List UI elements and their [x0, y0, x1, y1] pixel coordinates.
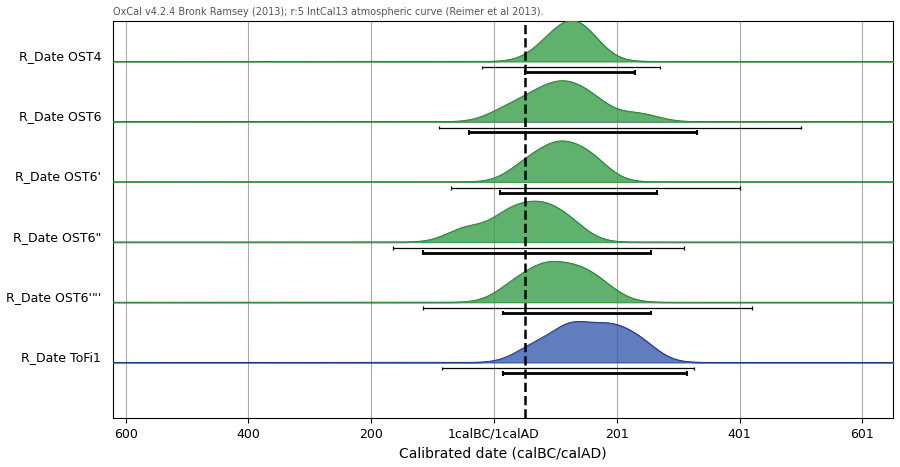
Text: R_Date OST4: R_Date OST4: [19, 50, 101, 63]
Text: OxCal v4.2.4 Bronk Ramsey (2013); r:5 IntCal13 atmospheric curve (Reimer et al 2: OxCal v4.2.4 Bronk Ramsey (2013); r:5 In…: [113, 7, 544, 17]
Text: R_Date OST6": R_Date OST6": [13, 231, 101, 244]
Text: R_Date OST6'"': R_Date OST6'"': [5, 291, 101, 304]
Text: R_Date OST6': R_Date OST6': [15, 170, 101, 184]
Text: R_Date OST6: R_Date OST6: [19, 110, 101, 123]
Text: R_Date ToFi1: R_Date ToFi1: [21, 351, 101, 364]
X-axis label: Calibrated date (calBC/calAD): Calibrated date (calBC/calAD): [400, 446, 607, 460]
